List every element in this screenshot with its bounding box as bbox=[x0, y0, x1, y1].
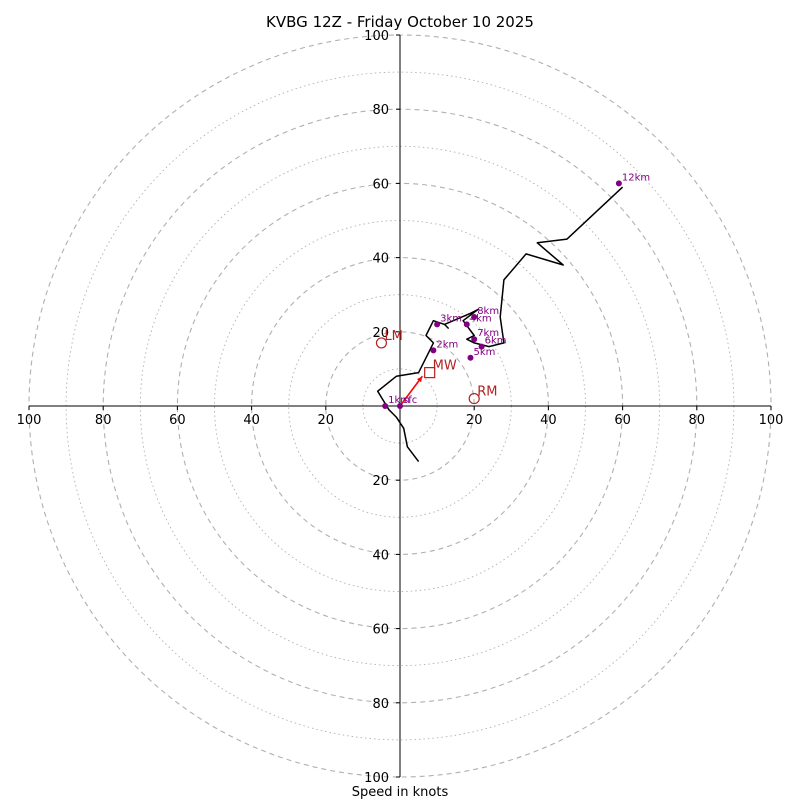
x-tick-label: 40 bbox=[243, 413, 260, 428]
y-tick-label: 20 bbox=[372, 474, 389, 489]
storm-motion-markers: LM RM MW bbox=[375, 329, 497, 405]
height-marker-label: 7km bbox=[477, 328, 499, 339]
y-tick-label: 40 bbox=[372, 548, 389, 563]
height-marker-label: 1km bbox=[388, 395, 410, 406]
x-tick-label: 20 bbox=[466, 413, 483, 428]
height-marker-dot bbox=[471, 313, 478, 320]
x-tick-label: 20 bbox=[318, 413, 335, 428]
height-marker-label: 4km bbox=[470, 313, 492, 324]
x-tick-label: 80 bbox=[95, 413, 112, 428]
height-marker-label: 5km bbox=[473, 347, 495, 358]
chart-title: KVBG 12Z - Friday October 10 2025 bbox=[266, 13, 534, 31]
x-tick-label: 80 bbox=[689, 413, 706, 428]
y-tick-label: 80 bbox=[372, 103, 389, 118]
height-marker-label: sfc bbox=[403, 395, 417, 406]
height-marker-label: 2km bbox=[436, 339, 458, 350]
height-marker-label: 8km bbox=[477, 306, 499, 317]
y-tick-label: 20 bbox=[372, 326, 389, 341]
height-marker-dot bbox=[467, 354, 474, 361]
x-axis-label: Speed in knots bbox=[352, 785, 449, 800]
height-marker-dot bbox=[382, 403, 389, 409]
height-marker-label: 3km bbox=[440, 313, 462, 324]
shear-arrowhead bbox=[416, 376, 423, 383]
x-tick-label: 60 bbox=[614, 413, 631, 428]
y-tick-label: 100 bbox=[364, 771, 389, 786]
height-marker-dot bbox=[430, 347, 437, 354]
tick-labels: 100 100 80 80 60 60 40 40 20 20 20 20 40 40 60 60 80 80 10… bbox=[17, 29, 784, 786]
shear-vector bbox=[399, 375, 423, 407]
wind-trace-line bbox=[376, 186, 624, 463]
storm-motion-label: RM bbox=[477, 385, 497, 400]
height-marker-dot bbox=[434, 321, 441, 328]
y-tick-label: 60 bbox=[372, 623, 389, 638]
height-marker-dot bbox=[397, 403, 403, 409]
y-tick-label: 40 bbox=[372, 252, 389, 267]
x-tick-label: 60 bbox=[169, 413, 186, 428]
storm-motion-label: MW bbox=[433, 359, 457, 374]
height-marker-dot bbox=[463, 321, 470, 328]
height-marker-label: 12km bbox=[622, 172, 650, 183]
wind-trace bbox=[376, 186, 624, 463]
y-tick-label: 80 bbox=[372, 697, 389, 712]
right-mover-marker bbox=[468, 392, 480, 405]
y-tick-label: 60 bbox=[372, 177, 389, 192]
storm-motion-label: LM bbox=[384, 329, 402, 344]
mean-wind-marker bbox=[424, 367, 436, 379]
x-tick-label: 100 bbox=[759, 413, 784, 428]
x-tick-label: 40 bbox=[540, 413, 557, 428]
height-marker-label: 6km bbox=[485, 336, 507, 347]
left-mover-marker bbox=[375, 337, 388, 349]
height-marker-dot bbox=[478, 343, 485, 350]
height-marker-dot bbox=[615, 180, 622, 187]
x-tick-label: 100 bbox=[17, 413, 42, 428]
height-marker-dot bbox=[471, 336, 478, 343]
y-tick-label: 100 bbox=[364, 29, 389, 44]
shear-line bbox=[399, 375, 423, 407]
